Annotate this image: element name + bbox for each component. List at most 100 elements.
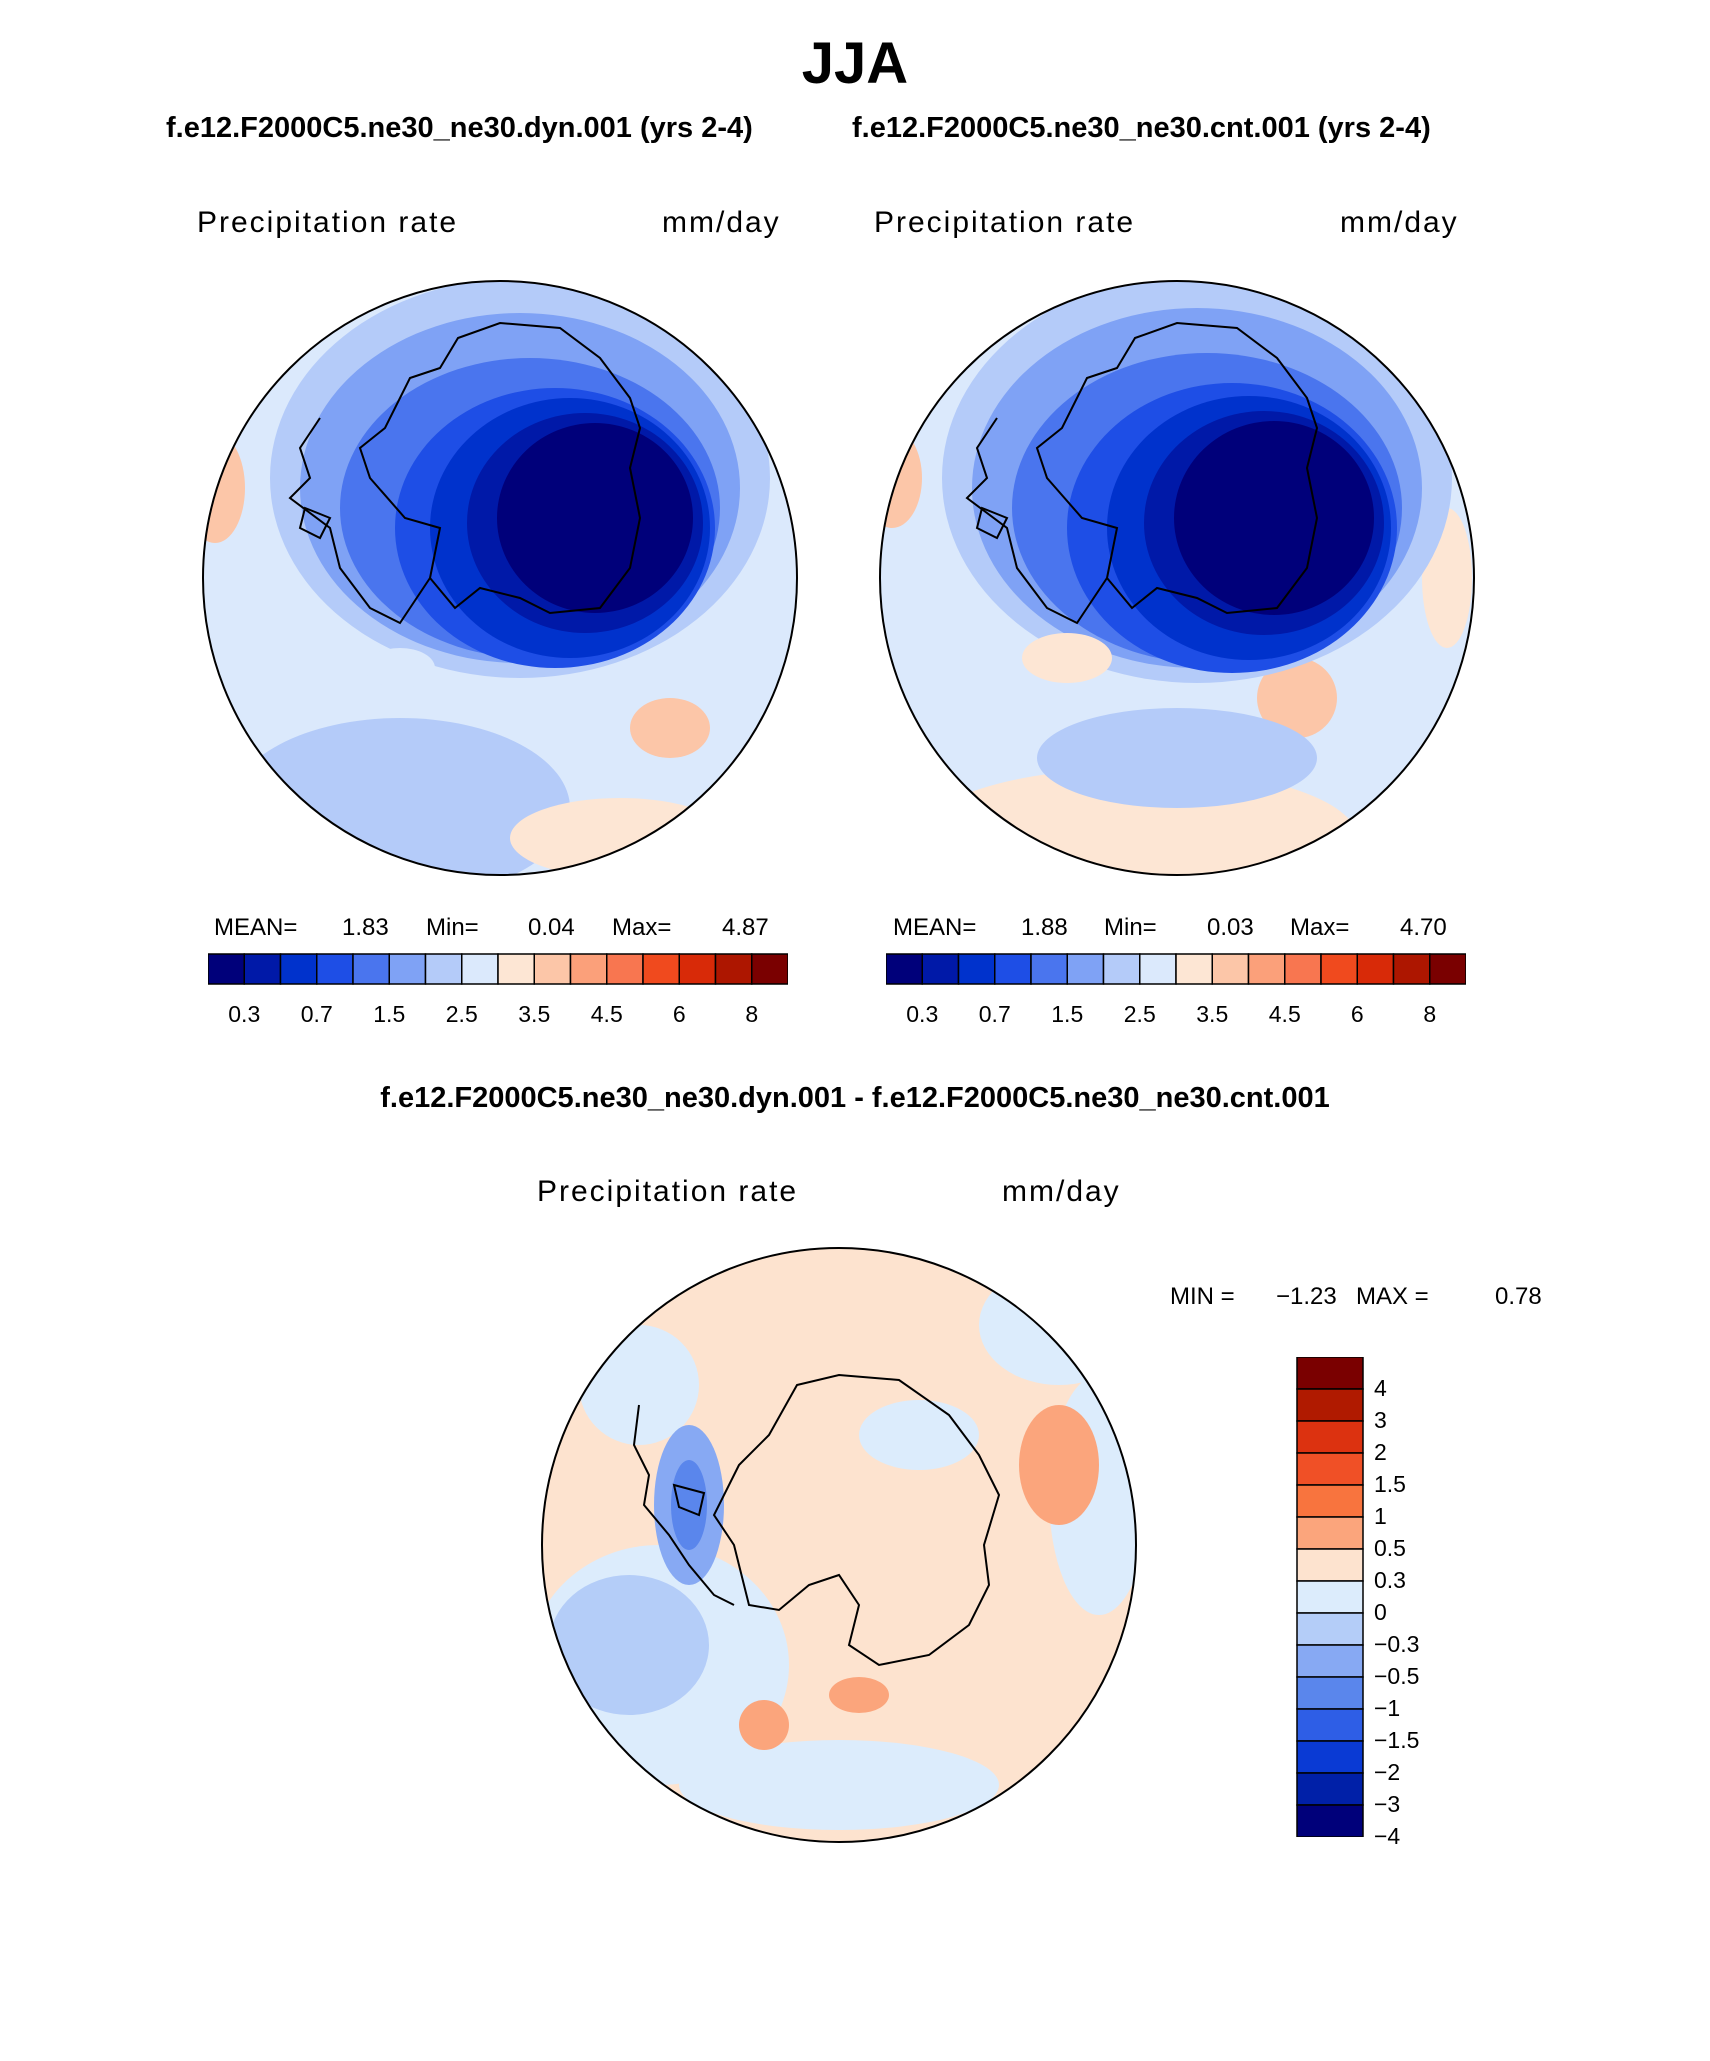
panel2-antarctic-peninsula-outline: [965, 417, 1108, 625]
panel3-map-border: [541, 1247, 1137, 1843]
panel1-colorbar-box: [497, 953, 535, 985]
panel3-field-peninsula-cool-2: [671, 1460, 707, 1550]
panel1-colorbar-tick-label: 3.5: [518, 1001, 551, 1027]
panel1-mean-value: 1.83: [342, 914, 389, 941]
panel1-colorbar-tick-label: 0.3: [228, 1001, 261, 1027]
panel3-min-label: MIN =: [1170, 1283, 1235, 1310]
panel3-colorbar-tick-label: 1: [1374, 1503, 1387, 1529]
panel1-colorbar-box: [316, 953, 354, 985]
panel3-field-warm-south-2: [829, 1677, 889, 1713]
panel1-max-value: 4.87: [722, 914, 769, 941]
panel3-colorbar-tick-label: −2: [1374, 1759, 1401, 1785]
panel2-colorbar-tick-label: 8: [1423, 1001, 1437, 1027]
panel3-colorbar-box: [1296, 1388, 1364, 1422]
panel3-colorbar-box: [1296, 1516, 1364, 1550]
panel3-colorbar-box: [1296, 1484, 1364, 1518]
panel2-variable-label: Precipitation rate: [874, 206, 1136, 239]
panel1-colorbar-box: [352, 953, 390, 985]
panel1-colorbar-tick-label: 0.7: [300, 1001, 333, 1027]
panel3-field-cool-northeast: [979, 1265, 1136, 1385]
panel3-colorbar-box: [1296, 1708, 1364, 1742]
panel3-colorbar-box: [1296, 1644, 1364, 1678]
panel3-colorbar-tick-label: 2: [1374, 1439, 1387, 1465]
panel3-colorbar-tick-label: 3: [1374, 1407, 1387, 1433]
panel1-colorbar-box: [424, 953, 463, 985]
panel2-colorbar: [886, 953, 1466, 985]
panel3-colorbar-tick-label: 0.5: [1374, 1535, 1406, 1561]
panel1-colorbar-tick-label: 4.5: [590, 1001, 623, 1027]
panel3-field-cool-south: [679, 1740, 999, 1830]
panel1-colorbar-box: [714, 953, 753, 985]
panel2-min-label: Min=: [1104, 914, 1157, 941]
panel1-field-warm-east: [630, 698, 710, 758]
panel3-colorbar-box: [1296, 1804, 1364, 1837]
panel3-field-cool-southwest-2: [549, 1575, 709, 1715]
panel1-field-ring-7: [497, 423, 693, 613]
panel1-colorbar-box: [642, 953, 680, 985]
panel2-colorbar-tick-label: 3.5: [1196, 1001, 1229, 1027]
panel1-colorbar-box: [569, 953, 608, 985]
panel2-colorbar-box: [1030, 953, 1068, 985]
panel1-island-outline: [298, 506, 332, 540]
panel2-island-outline: [975, 506, 1009, 540]
panel3-variable-label: Precipitation rate: [537, 1175, 799, 1208]
panel2-field-ring-7: [1174, 421, 1374, 615]
panel3-antarctic-peninsula-outline: [632, 1404, 735, 1606]
panel1-colorbar-tick-label: 2.5: [445, 1001, 478, 1027]
panel3-antarctica-coastline: [712, 1373, 1001, 1667]
panel1-colorbar-box: [678, 953, 717, 985]
panel2-antarctica-coastline: [1035, 321, 1319, 615]
panel3-colorbar-box: [1296, 1357, 1364, 1390]
panel2-colorbar-box: [886, 953, 923, 985]
panel2-colorbar-box: [1429, 953, 1466, 985]
panel1-colorbar-box: [388, 953, 427, 985]
panel1-colorbar: [208, 953, 788, 985]
panel1-variable-label: Precipitation rate: [197, 206, 459, 239]
panel3-colorbar-tick-label: 0.3: [1374, 1567, 1406, 1593]
panel3-colorbar-tick-label: −4: [1374, 1823, 1401, 1849]
panel3-colorbar-tick-label: −3: [1374, 1791, 1401, 1817]
panel1-field-peninsula-light: [365, 648, 435, 688]
panel3-colorbar-box: [1296, 1420, 1364, 1454]
panel1-colorbar-box: [208, 953, 245, 985]
panel3-colorbar-box: [1296, 1740, 1364, 1774]
panel3-map: [541, 1247, 1137, 1843]
panel2-colorbar-tick-label: 0.3: [906, 1001, 939, 1027]
panel2-colorbar-box: [1211, 953, 1250, 985]
panel3-colorbar-box: [1296, 1772, 1364, 1806]
diff-title: f.e12.F2000C5.ne30_ne30.dyn.001 - f.e12.…: [380, 1082, 1330, 1114]
panel2-colorbar-tick-label: 0.7: [978, 1001, 1011, 1027]
panel3-field-warm-east: [1019, 1405, 1099, 1525]
panel2-map-border: [879, 280, 1475, 876]
panel2-colorbar-box: [1066, 953, 1105, 985]
panel2-colorbar-box: [1356, 953, 1395, 985]
panel3-field-cool-northwest: [579, 1325, 699, 1445]
subtitle-right: f.e12.F2000C5.ne30_ne30.cnt.001 (yrs 2-4…: [852, 112, 1431, 144]
panel1-map-border: [202, 280, 798, 876]
panel2-colorbar-box: [1392, 953, 1431, 985]
panel2-colorbar-tick-label: 4.5: [1268, 1001, 1301, 1027]
panel3-colorbar-tick-label: −1: [1374, 1695, 1401, 1721]
panel1-min-label: Min=: [426, 914, 479, 941]
panel3-colorbar-box: [1296, 1612, 1364, 1646]
panel2-colorbar-box: [1139, 953, 1177, 985]
panel1-antarctica-coastline: [358, 321, 642, 615]
panel3-field-interior-cool: [859, 1400, 979, 1470]
panel1-colorbar-box: [243, 953, 282, 985]
panel1-max-label: Max=: [612, 914, 672, 941]
panel2-field-band-outer: [1037, 708, 1317, 808]
panel3-colorbar-tick-label: −1.5: [1374, 1727, 1420, 1753]
panel3-colorbar-box: [1296, 1580, 1364, 1614]
panel2-colorbar-box: [1247, 953, 1286, 985]
panel2-units-label: mm/day: [1340, 206, 1459, 239]
panel1-map: [202, 280, 798, 876]
panel3-max-value: 0.78: [1495, 1283, 1542, 1310]
panel3-colorbar-box: [1296, 1676, 1364, 1710]
panel2-colorbar-box: [1284, 953, 1322, 985]
panel3-colorbar-box: [1296, 1548, 1364, 1582]
panel2-min-value: 0.03: [1207, 914, 1254, 941]
subtitle-left: f.e12.F2000C5.ne30_ne30.dyn.001 (yrs 2-4…: [166, 112, 753, 144]
panel2-colorbar-tick-label: 1.5: [1051, 1001, 1084, 1027]
panel3-colorbar-tick-label: 1.5: [1374, 1471, 1406, 1497]
panel3-units-label: mm/day: [1002, 1175, 1121, 1208]
